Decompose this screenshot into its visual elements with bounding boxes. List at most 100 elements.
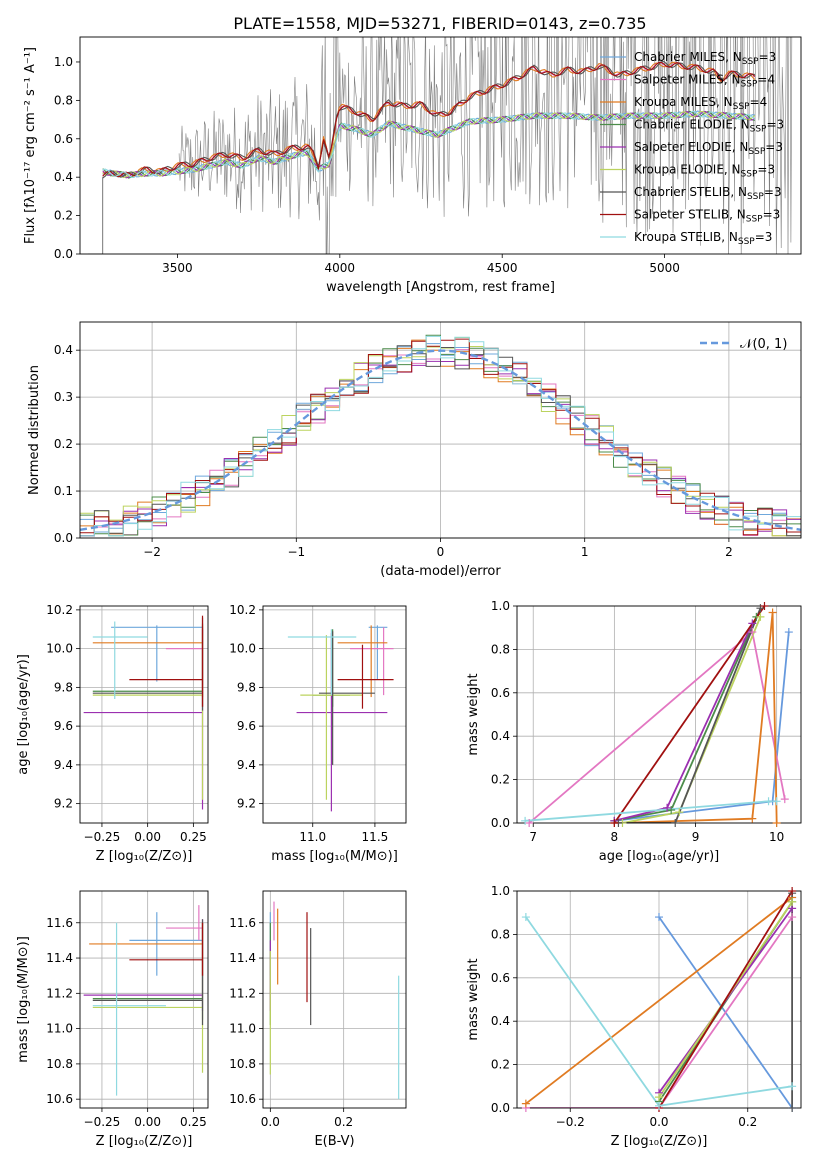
x-tick-label: 0.00 bbox=[134, 1115, 161, 1129]
normal-curve bbox=[80, 349, 801, 531]
y-tick-label: 9.6 bbox=[54, 719, 73, 733]
weight-marker bbox=[521, 1099, 530, 1108]
weight-marker bbox=[675, 808, 684, 817]
y-tick-label: 0.0 bbox=[491, 1101, 510, 1115]
x-tick-label: 0.00 bbox=[134, 830, 161, 844]
y-tick-label: 0.2 bbox=[54, 209, 73, 223]
x-tick-label: 11.5 bbox=[362, 830, 389, 844]
weight-line-0 bbox=[614, 631, 790, 822]
x-axis-label: age [log₁₀(age/yr)] bbox=[599, 849, 720, 864]
legend-label: Chabrier ELODIE, NSSP=3 bbox=[634, 118, 784, 135]
panel-age-vs-mass: 11.0 11.5 9.2 9.4 9.6 9.8 10.0 10.2 mass [log₁₀(… bbox=[229, 603, 407, 864]
weight-marker bbox=[784, 628, 793, 637]
y-tick-label: 1.0 bbox=[54, 55, 73, 69]
panel-weight-vs-Z: −0.2 0.0 0.2 0.0 0.2 0.4 0.6 0.8 1.0 Z [log₁₀(Z/Z… bbox=[466, 884, 802, 1149]
axes-frame bbox=[262, 605, 407, 824]
x-tick-label: −0.25 bbox=[84, 1115, 121, 1129]
legend-label: Salpeter STELIB, NSSP=3 bbox=[634, 208, 780, 225]
x-axis-label: Z [log₁₀(Z/Z⊙)] bbox=[96, 849, 193, 864]
weight-marker bbox=[610, 819, 619, 827]
legend-label: Kroupa STELIB, NSSP=3 bbox=[634, 230, 772, 247]
y-tick-label: 0.0 bbox=[491, 816, 510, 830]
weight-line-6 bbox=[618, 607, 762, 823]
y-axis-label: age [log₁₀(age/yr)] bbox=[16, 654, 31, 775]
y-tick-label: 0.6 bbox=[54, 132, 73, 146]
x-axis-label: E(B-V) bbox=[314, 1134, 354, 1149]
x-tick-label: 4500 bbox=[487, 261, 518, 275]
x-tick-label: 0.0 bbox=[649, 1115, 668, 1129]
plot-area bbox=[269, 901, 400, 1100]
y-axis-label: mass weight bbox=[466, 673, 481, 755]
weight-marker bbox=[525, 819, 534, 827]
x-tick-label: 4000 bbox=[325, 261, 356, 275]
y-tick-label: 11.6 bbox=[229, 916, 256, 930]
x-axis-label: Z [log₁₀(Z/Z⊙)] bbox=[611, 1134, 708, 1149]
y-tick-label: 0.4 bbox=[54, 170, 73, 184]
y-tick-label: 0.2 bbox=[491, 1058, 510, 1072]
y-tick-label: 10.6 bbox=[229, 1092, 256, 1106]
weight-line-2 bbox=[525, 896, 793, 1105]
x-tick-label: 2 bbox=[725, 545, 733, 559]
x-tick-label: −0.25 bbox=[84, 830, 121, 844]
weight-marker bbox=[667, 805, 676, 814]
panel-spectrum: 3500 4000 4500 5000 0.0 0.2 0.4 0.6 0.8 1.0 wavele… bbox=[23, 36, 802, 295]
y-tick-label: 10.0 bbox=[229, 642, 256, 656]
legend-label: Kroupa ELODIE, NSSP=3 bbox=[634, 163, 775, 180]
y-tick-label: 9.8 bbox=[54, 680, 73, 694]
weight-line-1 bbox=[528, 630, 786, 823]
weight-marker bbox=[671, 819, 680, 827]
weight-marker bbox=[748, 619, 757, 628]
axes-frame bbox=[262, 890, 407, 1109]
figure-title: PLATE=1558, MJD=53271, FIBERID=0143, z=0… bbox=[233, 14, 646, 33]
legend-label: Chabrier STELIB, NSSP=3 bbox=[634, 185, 782, 202]
y-tick-label: 1.0 bbox=[491, 884, 510, 898]
y-tick-label: 0.4 bbox=[491, 729, 510, 743]
weight-marker bbox=[788, 1104, 797, 1112]
x-tick-label: 11.0 bbox=[299, 830, 326, 844]
y-tick-label: 10.6 bbox=[46, 1092, 73, 1106]
panel-age-vs-Z: −0.25 0.00 0.25 9.2 9.4 9.6 9.8 10.0 10.2 Z [log₁… bbox=[16, 603, 209, 864]
weight-marker bbox=[756, 612, 765, 621]
y-tick-label: 0.6 bbox=[491, 971, 510, 985]
y-tick-label: 10.8 bbox=[46, 1057, 73, 1071]
x-tick-label: 5000 bbox=[649, 261, 680, 275]
weight-marker bbox=[663, 803, 672, 812]
weight-marker bbox=[764, 797, 773, 806]
y-tick-label: 10.2 bbox=[229, 603, 256, 617]
weight-line-7 bbox=[658, 891, 793, 1108]
x-axis-label: (data-model)/error bbox=[380, 564, 501, 579]
y-tick-label: 0.8 bbox=[54, 93, 73, 107]
panel-mass-vs-ebv: 0.0 0.2 10.6 10.8 11.0 11.2 11.4 11.6 E(B-V) bbox=[229, 890, 407, 1149]
plot-area bbox=[287, 625, 394, 812]
x-axis-label: Z [log₁₀(Z/Z⊙)] bbox=[96, 1134, 193, 1149]
histogram-step-8 bbox=[80, 335, 801, 537]
plot-area bbox=[525, 891, 793, 1108]
legend-label: 𝒩(0, 1) bbox=[740, 337, 787, 352]
weight-marker bbox=[772, 797, 781, 806]
x-tick-label: 0.2 bbox=[334, 1115, 353, 1129]
weight-marker bbox=[521, 816, 530, 825]
axes-frame bbox=[79, 321, 802, 539]
axes-frame bbox=[516, 605, 802, 824]
y-tick-label: 10.2 bbox=[46, 603, 73, 617]
x-tick-label: 0.25 bbox=[180, 830, 207, 844]
x-axis-label: wavelength [Angstrom, rest frame] bbox=[326, 280, 555, 295]
panel-mass-vs-Z: −0.25 0.00 0.25 10.6 10.8 11.0 11.2 11.4 11.6 Z [… bbox=[16, 890, 209, 1149]
y-tick-label: 11.0 bbox=[229, 1022, 256, 1036]
y-tick-label: 9.4 bbox=[54, 758, 73, 772]
y-tick-label: 11.2 bbox=[229, 986, 256, 1000]
legend-label: Chabrier MILES, NSSP=3 bbox=[634, 50, 776, 67]
weight-line-2 bbox=[614, 612, 778, 823]
spectrum-legend: Chabrier MILES, NSSP=3 Salpeter MILES, NS… bbox=[600, 50, 784, 247]
legend-label: Salpeter MILES, NSSP=4 bbox=[634, 73, 775, 90]
axes-frame bbox=[79, 36, 802, 255]
plot-area bbox=[88, 37, 793, 254]
x-tick-label: 0.0 bbox=[261, 1115, 280, 1129]
weight-marker bbox=[748, 628, 757, 637]
y-tick-label: 1.0 bbox=[491, 599, 510, 613]
y-tick-label: 9.2 bbox=[54, 797, 73, 811]
y-tick-label: 11.2 bbox=[46, 986, 73, 1000]
y-tick-label: 9.8 bbox=[237, 680, 256, 694]
weight-marker bbox=[521, 913, 530, 922]
y-tick-label: 9.2 bbox=[237, 797, 256, 811]
